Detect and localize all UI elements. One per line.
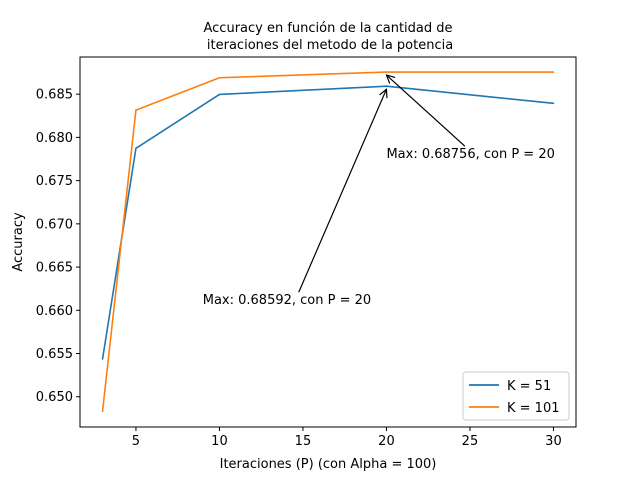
- data-point-s1-0: [101, 410, 104, 413]
- x-tick-label: 10: [211, 434, 228, 449]
- x-tick-label: 30: [545, 434, 562, 449]
- x-axis-label: Iteraciones (P) (con Alpha = 100): [220, 457, 437, 472]
- annotation-arrow-k101: [386, 75, 466, 147]
- annotations: Max: 0.68592, con P = 20 Max: 0.68756, c…: [203, 75, 555, 308]
- data-point-s0-0: [101, 358, 104, 360]
- data-point-s0-2: [218, 93, 221, 96]
- legend-box: [462, 371, 570, 421]
- y-tick-label: 0.685: [36, 88, 73, 103]
- annotation-text-k51: Max: 0.68592, con P = 20: [203, 293, 371, 308]
- data-point-s0-1: [135, 147, 137, 150]
- chart-title: Accuracy en función de la cantidad de it…: [203, 21, 453, 53]
- series-layer: [101, 71, 555, 413]
- annotation-text-k101: Max: 0.68756, con P = 20: [386, 147, 554, 162]
- y-tick-label: 0.675: [36, 174, 73, 189]
- y-axis: 0.650 0.655 0.660 0.665 0.670 0.675 0.680 0.685: [36, 88, 80, 405]
- x-axis: 5 10 15 20 25 30: [132, 427, 562, 449]
- chart-title-line-2: iteraciones del metodo de la potencia: [203, 38, 453, 53]
- annotation-arrow-k51: [298, 89, 387, 293]
- data-point-s1-1: [135, 109, 137, 111]
- x-tick-label: 20: [378, 434, 395, 449]
- x-tick-label: 15: [295, 434, 312, 449]
- y-tick-label: 0.655: [36, 347, 73, 362]
- y-tick-label: 0.660: [36, 304, 73, 319]
- y-tick-label: 0.650: [36, 390, 73, 405]
- legend-label-k51: K = 51: [507, 379, 551, 394]
- y-tick-label: 0.680: [36, 131, 73, 146]
- data-point-s1-3: [385, 71, 388, 73]
- chart-title-line-1: Accuracy en función de la cantidad de: [204, 21, 453, 36]
- y-tick-label: 0.665: [36, 261, 73, 276]
- data-point-s1-2: [218, 76, 221, 79]
- y-tick-label: 0.670: [36, 217, 73, 232]
- data-point-s1-4: [552, 71, 555, 73]
- y-axis-label: Accuracy: [11, 212, 26, 272]
- plot-area: [80, 57, 576, 427]
- data-point-s0-3: [385, 85, 388, 88]
- x-tick-label: 5: [132, 434, 140, 449]
- legend-label-k101: K = 101: [507, 401, 560, 416]
- legend: K = 51 K = 101: [462, 371, 570, 421]
- data-point-s0-4: [552, 102, 555, 105]
- plot-frame: [79, 56, 577, 428]
- x-tick-label: 25: [462, 434, 479, 449]
